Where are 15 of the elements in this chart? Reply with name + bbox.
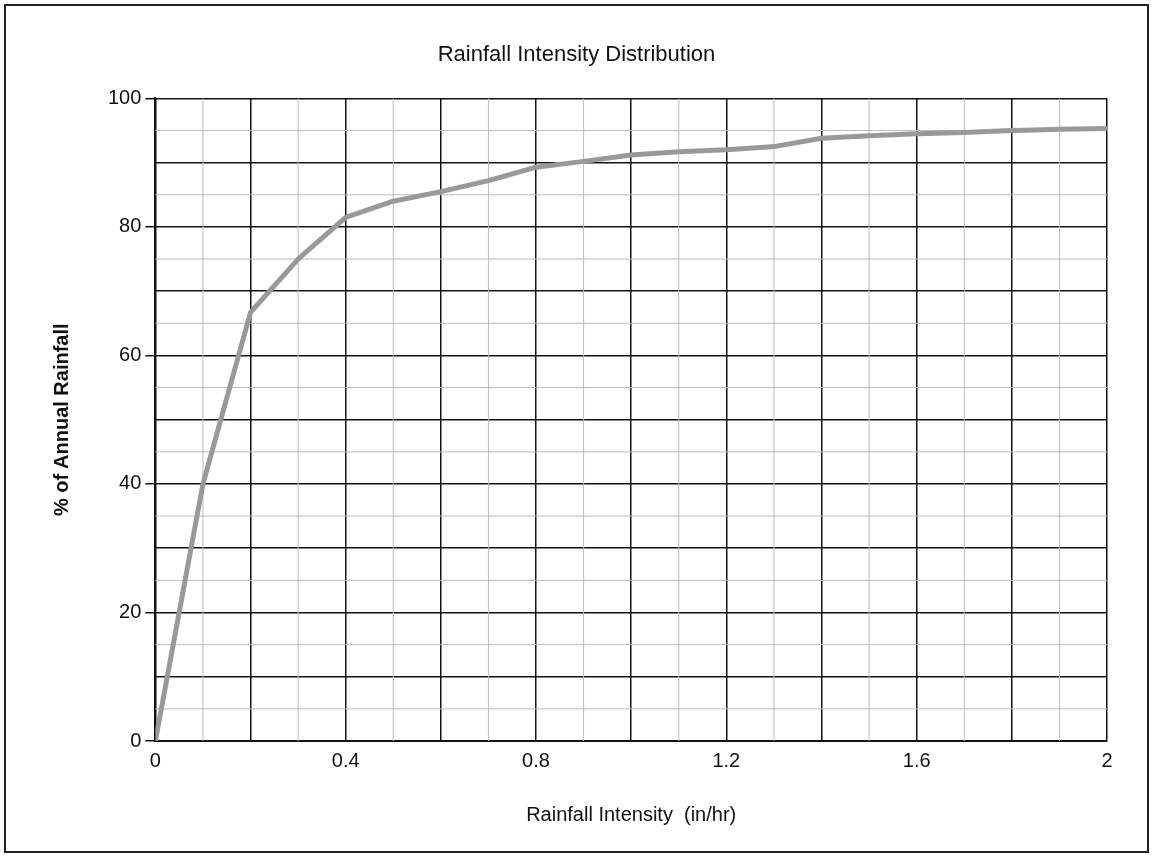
x-tick-label: 1.2 — [712, 748, 741, 771]
x-tick-label: 0.4 — [331, 748, 360, 771]
y-axis-title: % of Annual Rainfall — [49, 323, 72, 516]
y-tick-label: 100 — [107, 85, 142, 108]
x-tick-label: 0 — [149, 748, 161, 771]
x-tick-label: 0.8 — [522, 748, 550, 771]
x-tick-label: 1.6 — [902, 748, 931, 771]
x-axis-title: Rainfall Intensity (in/hr) — [526, 802, 737, 825]
y-tick-label: 20 — [119, 600, 142, 622]
y-tick-label: 60 — [119, 342, 142, 365]
y-tick-label: 40 — [119, 471, 142, 494]
chart-title: Rainfall Intensity Distribution — [437, 41, 716, 67]
x-tick-label: 2 — [1101, 748, 1113, 771]
y-tick-label: 80 — [119, 214, 142, 237]
y-tick-label: 0 — [130, 728, 142, 751]
